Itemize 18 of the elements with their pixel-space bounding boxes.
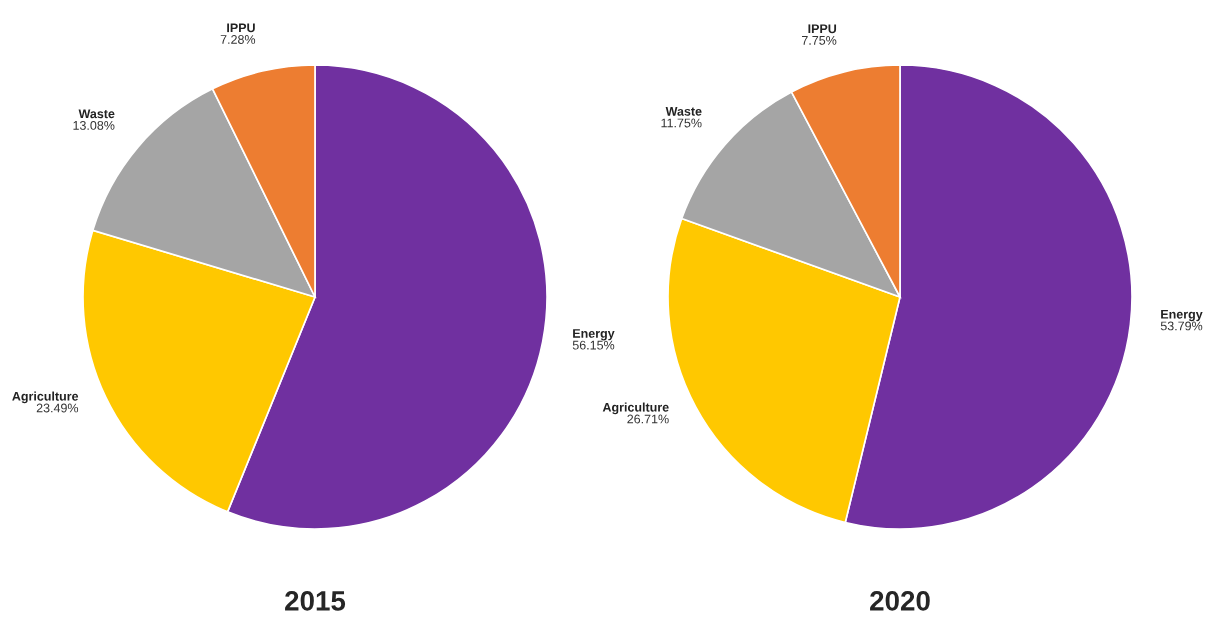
data-label: 53.79%: [1160, 321, 1203, 331]
data-label: 23.49%: [36, 403, 79, 413]
data-label: 13.08%: [73, 120, 115, 130]
slice-label: IPPU: [227, 23, 255, 33]
slice-label: Waste: [78, 109, 115, 119]
text: 2020: [870, 591, 930, 611]
slice-label: IPPU: [808, 24, 837, 34]
slice-label: Agriculture: [602, 402, 669, 415]
text: 2015: [285, 591, 346, 611]
data-label: 7.28%: [220, 35, 256, 44]
slice-label: Energy: [1161, 309, 1203, 322]
data-label: 26.71%: [627, 414, 669, 424]
slice-label: Energy: [573, 329, 615, 341]
data-label: 11.75%: [661, 118, 702, 128]
data-label: 7.75%: [802, 36, 837, 45]
data-label: 56.15%: [572, 340, 615, 350]
slice-label: Waste: [665, 107, 702, 116]
slice-label: Agriculture: [12, 391, 79, 404]
